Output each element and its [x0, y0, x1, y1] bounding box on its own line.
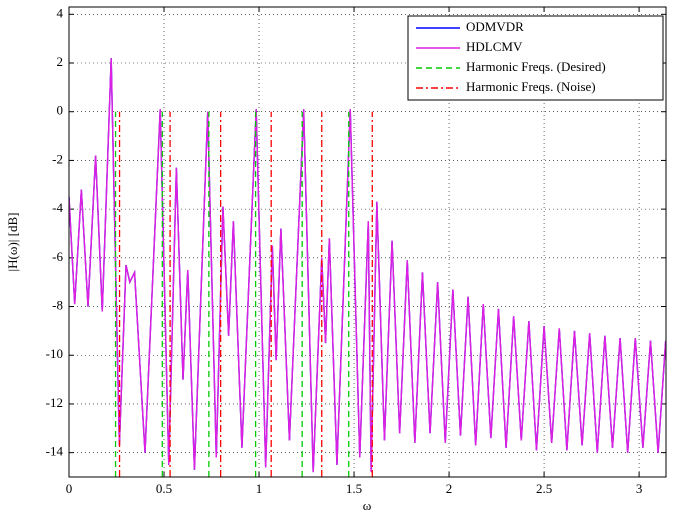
- legend-box: [407, 15, 664, 101]
- x-tick-label: 1.5: [346, 481, 362, 496]
- y-axis-label: |H(ω)| [dB]: [5, 213, 20, 272]
- x-tick-label: 0.5: [156, 481, 172, 496]
- y-tick-label: 4: [57, 5, 64, 20]
- legend-label: HDLCMV: [466, 39, 523, 54]
- y-tick-label: -2: [52, 151, 63, 166]
- x-tick-label: 3: [636, 481, 643, 496]
- y-tick-label: -12: [46, 395, 63, 410]
- y-tick-label: 2: [57, 54, 64, 69]
- legend-label: ODMVDR: [466, 19, 524, 34]
- y-tick-label: 0: [57, 103, 64, 118]
- legend-label: Harmonic Freqs. (Noise): [466, 79, 596, 94]
- x-tick-label: 1: [256, 481, 263, 496]
- x-tick-label: 2: [446, 481, 453, 496]
- series-group: [69, 58, 666, 477]
- y-tick-label: -10: [46, 346, 63, 361]
- y-tick-label: -4: [52, 200, 63, 215]
- y-tick-label: -8: [52, 298, 63, 313]
- x-axis-label: ω: [363, 498, 372, 513]
- x-tick-label: 2.5: [536, 481, 552, 496]
- x-tick-label: 0: [66, 481, 73, 496]
- legend-label: Harmonic Freqs. (Desired): [466, 59, 606, 74]
- y-tick-label: -6: [52, 249, 63, 264]
- response-line: [69, 58, 666, 473]
- plot-frame: [68, 6, 667, 478]
- y-tick-label: -14: [46, 444, 64, 459]
